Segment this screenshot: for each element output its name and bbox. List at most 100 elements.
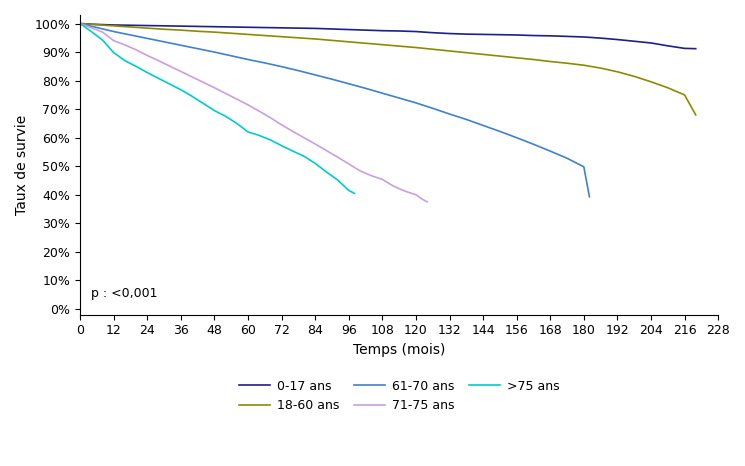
18-60 ans [378, 42, 387, 48]
0-17 ans [562, 34, 571, 39]
18-60 ans [260, 33, 269, 38]
71-75 ans [266, 115, 275, 121]
>75 ans [344, 188, 353, 193]
61-70 ans [328, 76, 337, 82]
>75 ans [288, 148, 297, 154]
18-60 ans [110, 23, 118, 28]
71-75 ans [277, 122, 286, 128]
61-70 ans [529, 142, 538, 147]
71-75 ans [244, 102, 253, 108]
0-17 ans [680, 46, 689, 51]
18-60 ans [680, 92, 689, 98]
71-75 ans [333, 154, 342, 160]
>75 ans [350, 191, 359, 196]
0-17 ans [344, 27, 353, 32]
0-17 ans [159, 23, 168, 28]
61-70 ans [143, 35, 152, 41]
>75 ans [221, 114, 230, 119]
18-60 ans [462, 50, 471, 55]
Legend: 0-17 ans, 18-60 ans, 61-70 ans, 71-75 ans, >75 ans: 0-17 ans, 18-60 ans, 61-70 ans, 71-75 an… [234, 375, 564, 417]
0-17 ans [361, 27, 370, 33]
61-70 ans [210, 49, 219, 55]
61-70 ans [344, 81, 353, 87]
61-70 ans [311, 72, 320, 78]
71-75 ans [143, 53, 152, 58]
>75 ans [299, 153, 308, 159]
71-75 ans [255, 109, 264, 114]
>75 ans [333, 177, 342, 183]
18-60 ans [328, 38, 337, 43]
18-60 ans [311, 36, 320, 42]
61-70 ans [395, 95, 404, 101]
71-75 ans [355, 168, 364, 174]
Line: 0-17 ans: 0-17 ans [80, 24, 696, 48]
>75 ans [244, 129, 253, 135]
71-75 ans [154, 58, 163, 63]
>75 ans [121, 58, 130, 63]
>75 ans [188, 94, 197, 99]
Text: p : <0,001: p : <0,001 [92, 288, 158, 301]
0-17 ans [92, 21, 101, 27]
>75 ans [110, 50, 118, 55]
Line: 71-75 ans: 71-75 ans [80, 24, 427, 202]
>75 ans [76, 21, 85, 27]
Line: 61-70 ans: 61-70 ans [80, 24, 589, 197]
0-17 ans [110, 22, 118, 28]
71-75 ans [210, 85, 219, 90]
18-60 ans [210, 29, 219, 35]
61-70 ans [580, 164, 589, 170]
0-17 ans [126, 22, 135, 28]
61-70 ans [277, 64, 286, 69]
61-70 ans [177, 42, 186, 48]
0-17 ans [411, 29, 420, 34]
0-17 ans [378, 28, 387, 34]
0-17 ans [613, 37, 622, 42]
71-75 ans [98, 29, 107, 35]
18-60 ans [294, 35, 303, 41]
71-75 ans [417, 196, 426, 202]
>75 ans [98, 37, 107, 43]
0-17 ans [143, 23, 152, 28]
0-17 ans [294, 25, 303, 31]
71-75 ans [110, 38, 118, 43]
71-75 ans [132, 47, 141, 53]
61-70 ans [76, 21, 85, 27]
Line: >75 ans: >75 ans [80, 24, 355, 193]
>75 ans [132, 63, 141, 69]
71-75 ans [400, 188, 409, 194]
18-60 ans [361, 41, 370, 46]
61-70 ans [226, 53, 235, 59]
18-60 ans [244, 32, 253, 37]
18-60 ans [513, 55, 522, 61]
18-60 ans [580, 62, 589, 68]
61-70 ans [585, 194, 594, 199]
0-17 ans [529, 33, 538, 38]
18-60 ans [546, 59, 555, 64]
0-17 ans [546, 33, 555, 39]
0-17 ans [395, 28, 404, 34]
0-17 ans [495, 32, 504, 37]
71-75 ans [87, 25, 96, 31]
18-60 ans [596, 65, 605, 71]
18-60 ans [193, 28, 202, 34]
0-17 ans [193, 24, 202, 29]
>75 ans [154, 75, 163, 81]
0-17 ans [244, 25, 253, 30]
0-17 ans [513, 32, 522, 38]
61-70 ans [478, 123, 487, 128]
71-75 ans [422, 199, 431, 205]
61-70 ans [159, 39, 168, 45]
0-17 ans [260, 25, 269, 30]
>75 ans [87, 29, 96, 34]
18-60 ans [143, 25, 152, 31]
61-70 ans [193, 46, 202, 51]
71-75 ans [165, 63, 174, 69]
18-60 ans [92, 22, 101, 27]
>75 ans [277, 143, 286, 149]
>75 ans [322, 169, 331, 175]
18-60 ans [428, 47, 437, 52]
>75 ans [177, 87, 186, 93]
18-60 ans [478, 52, 487, 57]
18-60 ans [126, 24, 135, 30]
18-60 ans [159, 27, 168, 32]
